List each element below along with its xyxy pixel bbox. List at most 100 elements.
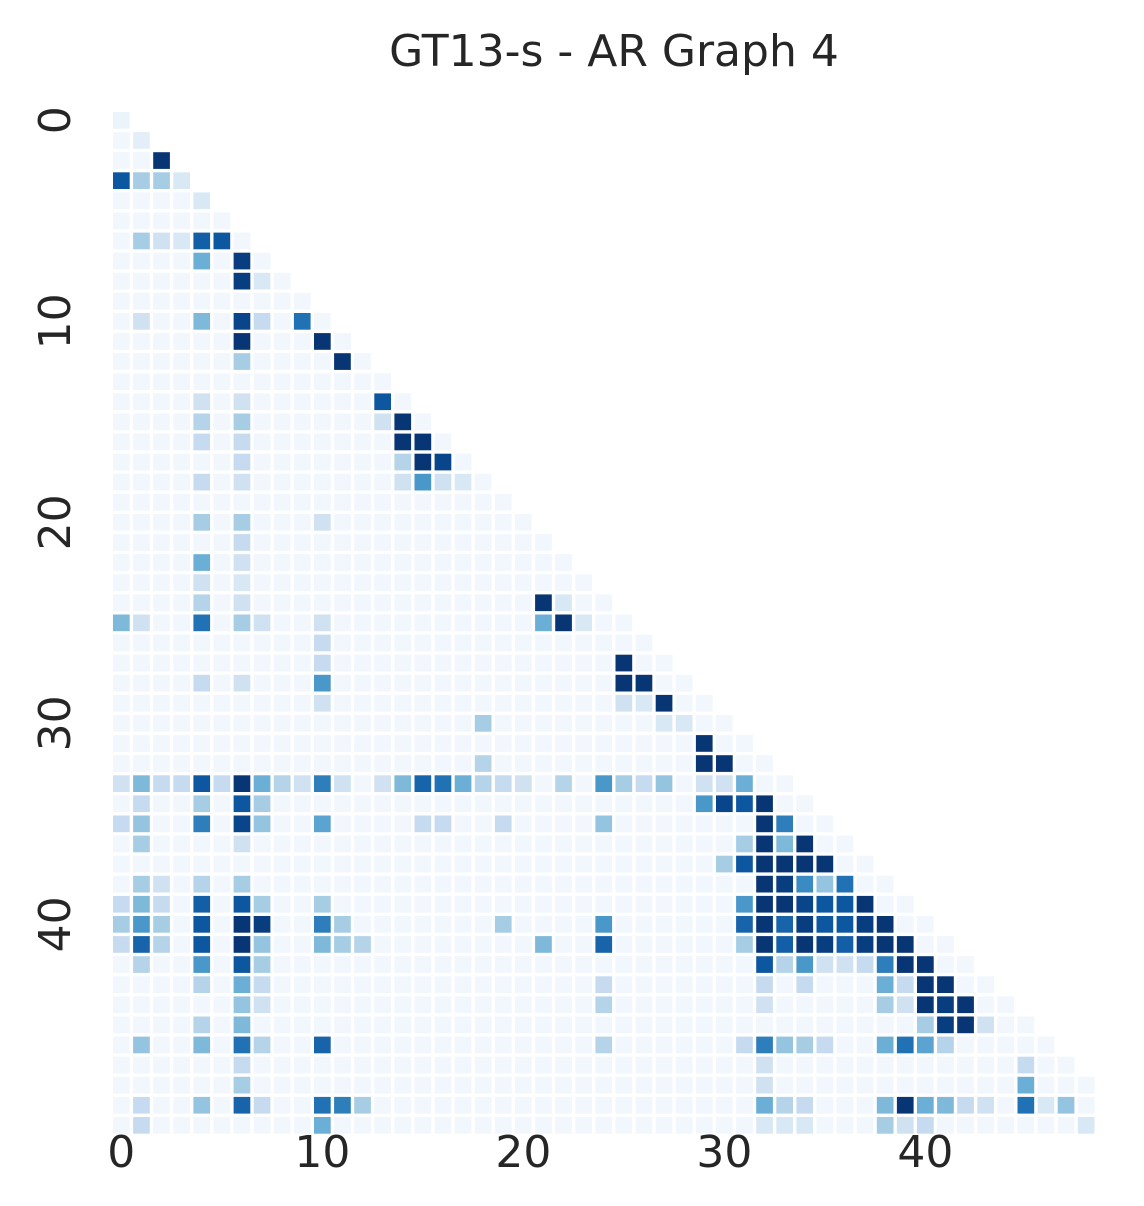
heatmap-cell bbox=[113, 895, 130, 913]
heatmap-cell bbox=[253, 453, 271, 471]
heatmap-cell bbox=[394, 594, 412, 612]
heatmap-cell bbox=[233, 554, 251, 571]
heatmap-cell bbox=[575, 674, 592, 692]
heatmap-cell bbox=[414, 1036, 432, 1054]
heatmap-cell bbox=[173, 815, 190, 833]
heatmap-cell bbox=[133, 1056, 150, 1074]
heatmap-cell bbox=[736, 1056, 753, 1074]
heatmap-cell bbox=[917, 916, 934, 933]
heatmap-cell bbox=[635, 694, 653, 712]
heatmap-cell bbox=[273, 875, 291, 893]
heatmap-cell bbox=[293, 835, 311, 853]
heatmap-cell bbox=[836, 1016, 854, 1034]
heatmap-cell bbox=[334, 996, 351, 1014]
y-tick-label: 0 bbox=[30, 106, 81, 134]
heatmap-cell bbox=[273, 1056, 291, 1074]
heatmap-cell bbox=[575, 956, 592, 973]
heatmap-cell bbox=[113, 1096, 130, 1114]
heatmap-cell bbox=[494, 835, 512, 853]
heatmap-cell bbox=[394, 433, 412, 451]
heatmap-cell bbox=[273, 735, 291, 752]
heatmap-cell bbox=[635, 755, 653, 772]
heatmap-cell bbox=[595, 735, 613, 752]
heatmap-cell bbox=[414, 815, 432, 833]
heatmap-cell bbox=[293, 413, 311, 431]
heatmap-cell bbox=[253, 694, 271, 712]
heatmap-cell bbox=[113, 674, 130, 692]
heatmap-cell bbox=[756, 1036, 773, 1054]
heatmap-cell bbox=[454, 735, 472, 752]
heatmap-cell bbox=[414, 674, 432, 692]
heatmap-cell bbox=[675, 956, 693, 973]
heatmap-cell bbox=[354, 936, 371, 953]
heatmap-cell bbox=[474, 855, 492, 873]
heatmap-cell bbox=[655, 755, 673, 772]
heatmap-cell bbox=[193, 594, 211, 612]
heatmap-cell bbox=[997, 996, 1015, 1014]
heatmap-cell bbox=[334, 353, 351, 370]
heatmap-cell bbox=[474, 534, 492, 551]
heatmap-cell bbox=[716, 795, 733, 813]
heatmap-cell bbox=[414, 715, 432, 732]
heatmap-cell bbox=[394, 936, 412, 953]
heatmap-cell bbox=[394, 755, 412, 772]
heatmap-cell bbox=[334, 554, 351, 571]
heatmap-cell bbox=[113, 353, 130, 370]
heatmap-cell bbox=[655, 1036, 673, 1054]
heatmap-cell bbox=[716, 916, 733, 933]
heatmap-cell bbox=[856, 1016, 874, 1034]
heatmap-cell bbox=[213, 976, 231, 993]
heatmap-cell bbox=[997, 1016, 1015, 1034]
heatmap-cell bbox=[434, 1096, 452, 1114]
heatmap-cell bbox=[937, 1117, 954, 1134]
heatmap-cell bbox=[253, 634, 271, 652]
heatmap-cell bbox=[133, 172, 150, 189]
heatmap-cell bbox=[273, 976, 291, 993]
heatmap-cell bbox=[253, 534, 271, 551]
heatmap-cell bbox=[414, 895, 432, 913]
heatmap-cell bbox=[354, 735, 371, 752]
heatmap-cell bbox=[113, 775, 130, 792]
heatmap-cell bbox=[354, 795, 371, 813]
heatmap-cell bbox=[414, 755, 432, 772]
heatmap-cell bbox=[293, 534, 311, 551]
heatmap-cell bbox=[937, 956, 954, 973]
heatmap-cell bbox=[314, 654, 331, 672]
heatmap-cell bbox=[595, 976, 613, 993]
heatmap-cell bbox=[354, 1036, 371, 1054]
heatmap-cell bbox=[515, 936, 532, 953]
heatmap-cells bbox=[113, 112, 1095, 1134]
heatmap-cell bbox=[153, 594, 170, 612]
heatmap-cell bbox=[675, 1056, 693, 1074]
heatmap-cell bbox=[957, 1096, 974, 1114]
heatmap-cell bbox=[153, 694, 170, 712]
heatmap-cell bbox=[113, 313, 130, 330]
heatmap-cell bbox=[615, 956, 633, 973]
heatmap-cell bbox=[1017, 1056, 1035, 1074]
heatmap-cell bbox=[515, 634, 532, 652]
heatmap-cell bbox=[555, 976, 572, 993]
heatmap-cell bbox=[555, 775, 572, 792]
heatmap-cell bbox=[896, 1096, 914, 1114]
heatmap-cell bbox=[937, 976, 954, 993]
heatmap-cell bbox=[454, 875, 472, 893]
heatmap-cell bbox=[133, 594, 150, 612]
heatmap-cell bbox=[494, 855, 512, 873]
heatmap-cell bbox=[695, 755, 713, 772]
heatmap-cell bbox=[153, 393, 170, 411]
heatmap-cell bbox=[113, 956, 130, 973]
heatmap-cell bbox=[454, 715, 472, 732]
heatmap-cell bbox=[374, 1056, 391, 1074]
heatmap-cell bbox=[334, 855, 351, 873]
heatmap-cell bbox=[233, 313, 251, 330]
heatmap-cell bbox=[434, 875, 452, 893]
heatmap-cell bbox=[233, 936, 251, 953]
heatmap-cell bbox=[173, 172, 190, 189]
x-tick-label: 30 bbox=[696, 1127, 752, 1178]
heatmap-cell bbox=[273, 313, 291, 330]
heatmap-cell bbox=[253, 614, 271, 632]
heatmap-cell bbox=[354, 976, 371, 993]
heatmap-cell bbox=[213, 715, 231, 732]
heatmap-cell bbox=[213, 694, 231, 712]
heatmap-cell bbox=[173, 775, 190, 792]
